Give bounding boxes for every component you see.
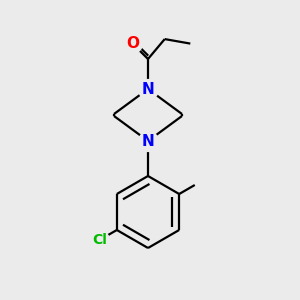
- Text: N: N: [142, 134, 154, 148]
- Text: O: O: [126, 36, 139, 51]
- Text: N: N: [142, 82, 154, 97]
- Text: Cl: Cl: [92, 233, 107, 247]
